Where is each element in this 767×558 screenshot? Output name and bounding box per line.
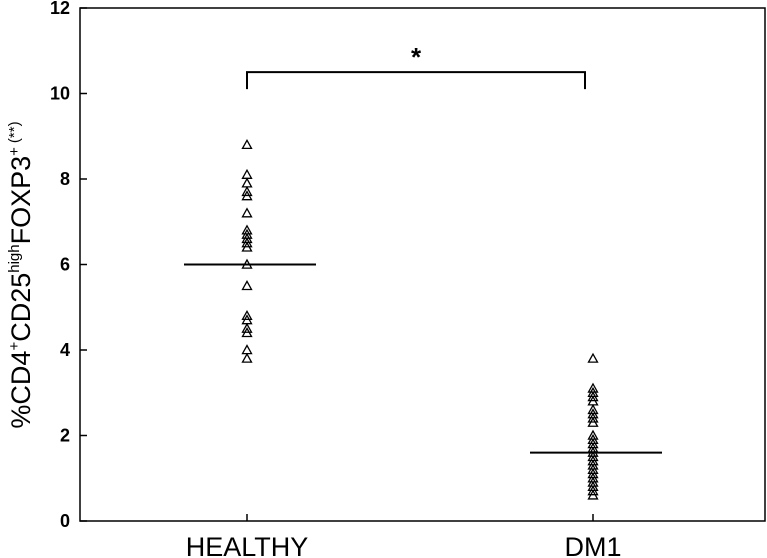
y-title-sup3: + [6, 147, 23, 156]
y-tick-label: 12 [50, 0, 70, 18]
y-tick-label: 10 [50, 84, 70, 104]
bracket-line [246, 71, 586, 90]
data-point-triangle [241, 237, 253, 248]
data-point-triangle [587, 352, 599, 363]
data-point-triangle [241, 309, 253, 321]
x-category-label: DM1 [564, 532, 621, 558]
y-tick-label: 4 [60, 340, 70, 360]
y-tick-label: 8 [60, 169, 70, 189]
x-category-labels: HEALTHY DM1 [186, 514, 622, 558]
y-title-sup1: + [6, 342, 23, 351]
significance-star: * [411, 42, 422, 72]
data-point-triangle [587, 391, 599, 402]
data-point-triangle [241, 241, 253, 252]
data-points [241, 138, 599, 500]
plot-frame [79, 7, 766, 522]
y-axis-title: %CD4+CD25highFOXP3+(**) [6, 121, 36, 428]
median-lines [184, 263, 662, 454]
y-tick-label: 2 [60, 426, 70, 446]
data-point-triangle [241, 190, 253, 201]
y-tick-label: 0 [60, 511, 70, 531]
data-point-triangle [241, 185, 253, 197]
data-point-triangle [587, 416, 599, 427]
x-category-label: HEALTHY [186, 532, 309, 558]
y-tick-label: 6 [60, 255, 70, 275]
data-point-triangle [241, 327, 253, 338]
data-point-triangle [241, 138, 253, 150]
y-title-mid: CD25 [6, 273, 36, 342]
data-point-triangle [587, 412, 599, 423]
data-point-triangle [241, 344, 253, 355]
y-title-mid2: FOXP3 [6, 156, 36, 245]
y-title-sup2: high [6, 244, 23, 272]
y-title-prefix: %CD4 [6, 351, 36, 429]
y-ticks: 0 2 4 6 8 10 12 [50, 0, 87, 531]
axes [79, 7, 766, 522]
data-point-triangle [241, 207, 253, 218]
significance-bracket: * [246, 42, 586, 90]
data-point-triangle [241, 168, 253, 179]
data-point-triangle [241, 322, 253, 333]
data-point-triangle [241, 280, 253, 291]
data-point-triangle [587, 489, 599, 500]
y-title-suffix: (**) [6, 121, 23, 143]
data-point-triangle [241, 177, 253, 188]
data-point-triangle [241, 352, 253, 363]
data-point-triangle [587, 485, 599, 496]
